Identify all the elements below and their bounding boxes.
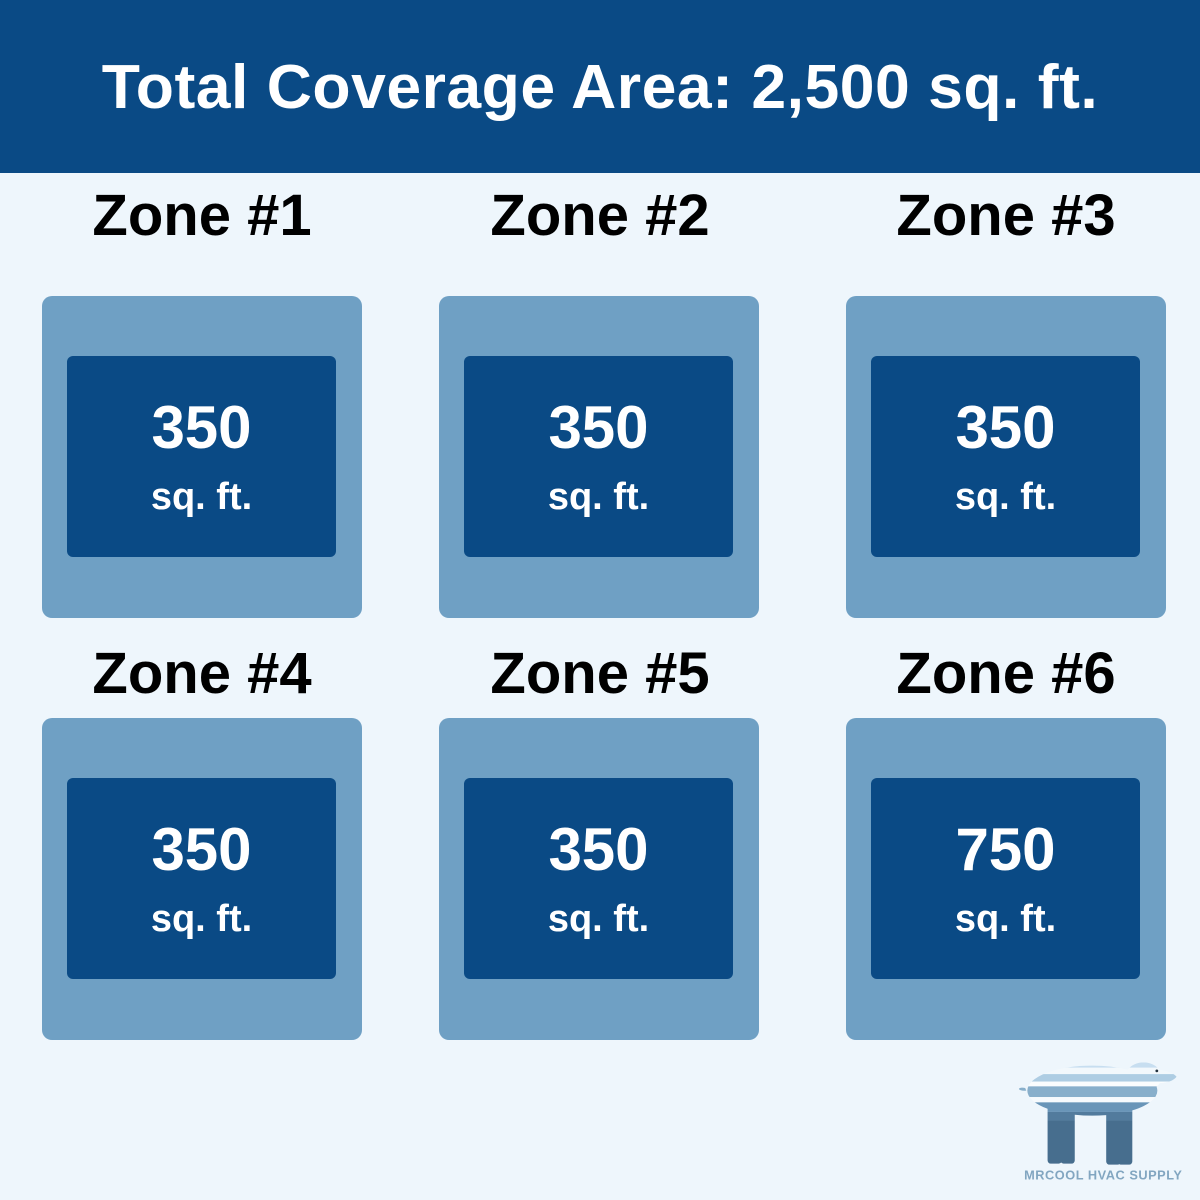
svg-text:MRCOOL HVAC SUPPLY: MRCOOL HVAC SUPPLY bbox=[1024, 1168, 1182, 1183]
